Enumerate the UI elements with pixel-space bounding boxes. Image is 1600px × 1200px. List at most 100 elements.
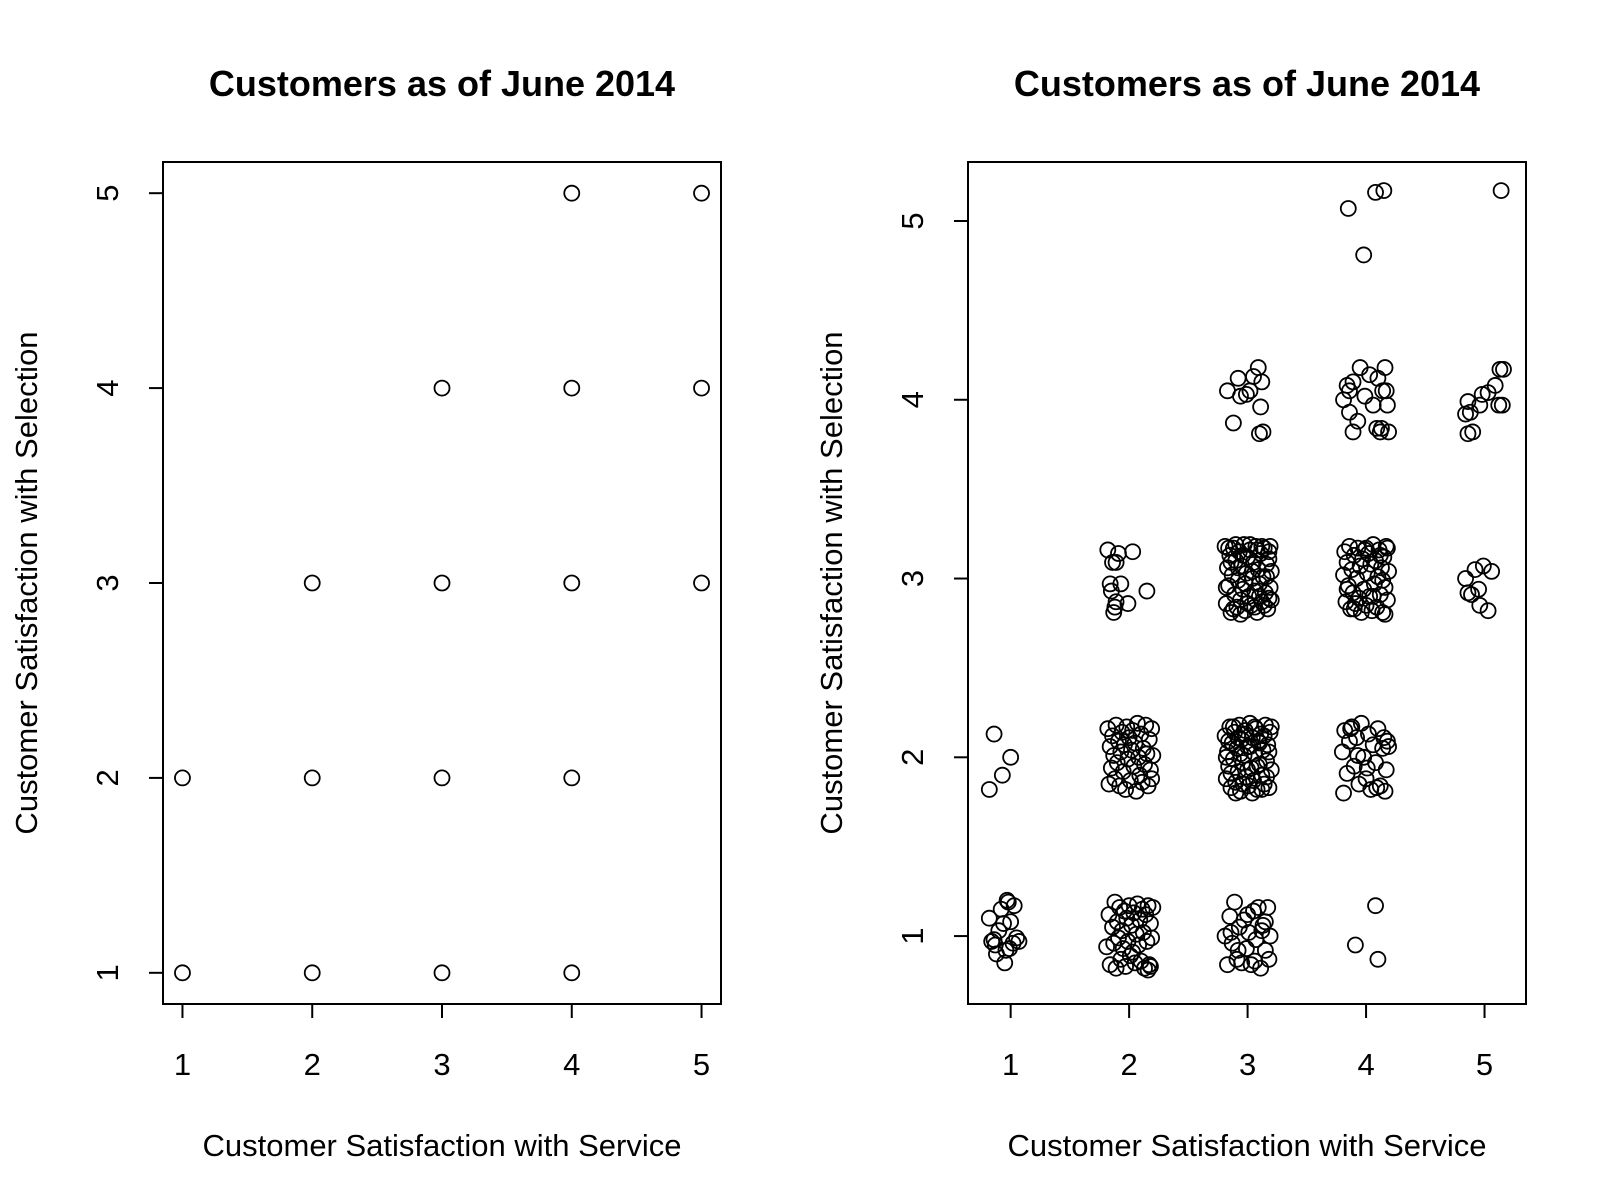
data-point (563, 574, 581, 592)
data-point (1259, 899, 1277, 916)
data-point (1376, 579, 1394, 596)
data-point (1101, 575, 1119, 593)
data-point (563, 379, 581, 397)
data-point (1251, 588, 1268, 605)
x-tick-label: 3 (1239, 1047, 1256, 1082)
data-point (1490, 396, 1508, 414)
data-point (1357, 770, 1375, 788)
data-point (1260, 543, 1278, 561)
data-point (1360, 725, 1377, 743)
data-point (1364, 588, 1382, 605)
data-point (1259, 736, 1277, 754)
data-point (1344, 423, 1362, 441)
data-point (1349, 539, 1367, 557)
x-tick-label: 4 (1357, 1047, 1374, 1082)
data-point (1479, 602, 1497, 620)
data-point (1253, 922, 1271, 940)
data-point (1459, 393, 1477, 410)
data-point (1483, 562, 1501, 580)
data-point (1333, 743, 1351, 761)
data-point (1140, 731, 1158, 748)
data-point (993, 766, 1011, 784)
data-point (1474, 557, 1492, 575)
data-point (1367, 897, 1384, 915)
data-point (1464, 423, 1482, 441)
data-point (1466, 561, 1484, 578)
data-point (693, 184, 710, 202)
data-point (1222, 924, 1240, 941)
data-point (1131, 766, 1149, 784)
data-point (995, 915, 1012, 932)
data-point (1242, 956, 1260, 974)
x-tick-label: 5 (1476, 1047, 1493, 1082)
data-point (1243, 562, 1261, 580)
data-point (1471, 596, 1489, 614)
data-point (1246, 598, 1264, 616)
data-point (1493, 396, 1511, 414)
data-point (1138, 582, 1156, 600)
data-point (1470, 580, 1488, 598)
data-point (433, 964, 451, 982)
y-tick-label: 4 (895, 391, 930, 408)
x-tick-label: 5 (693, 1047, 710, 1082)
x-axis-label: Customer Satisfaction with Service (1008, 1128, 1487, 1163)
data-point (1356, 387, 1374, 405)
data-point (1376, 605, 1394, 623)
data-point (1362, 555, 1380, 573)
x-tick-label: 1 (1002, 1047, 1019, 1082)
data-point (1129, 714, 1146, 732)
data-point (1486, 377, 1504, 394)
data-point (1253, 373, 1271, 391)
right-jittered-scatter-plot: Customers as of June 2014 1 2 3 4 5 Customer S… (814, 63, 1527, 1163)
y-tick-label: 5 (895, 212, 930, 229)
data-point (1002, 748, 1020, 766)
data-point (1252, 398, 1270, 416)
data-point (1338, 580, 1356, 598)
data-point (1347, 936, 1364, 954)
data-point (1258, 752, 1275, 770)
data-point (980, 781, 998, 798)
data-point (1115, 902, 1133, 920)
data-point (1260, 950, 1278, 968)
data-point (1369, 720, 1387, 738)
y-axis-label: Customer Satisfaction with Selection (9, 331, 44, 834)
data-point (303, 769, 321, 787)
data-point (1471, 396, 1489, 414)
data-point (1259, 600, 1277, 618)
data-point (1374, 571, 1392, 589)
data-point (1129, 895, 1146, 913)
data-point (1107, 554, 1125, 571)
data-point (1229, 941, 1247, 959)
data-point (1375, 729, 1393, 747)
data-point (1106, 598, 1124, 616)
data-point (1260, 743, 1278, 761)
data-point (1142, 958, 1159, 975)
data-point (1361, 366, 1379, 384)
data-point (1138, 933, 1156, 950)
data-point (1144, 747, 1162, 764)
data-point (1377, 382, 1395, 400)
data-point (1380, 738, 1397, 755)
y-tick-label: 2 (895, 749, 930, 766)
data-point (303, 574, 321, 592)
data-point (563, 964, 581, 982)
x-tick-label: 1 (174, 1047, 191, 1082)
data-point (1343, 718, 1361, 736)
data-point (174, 964, 191, 982)
y-tick-label: 5 (90, 185, 125, 202)
y-tick-label: 3 (90, 574, 125, 591)
chart-title: Customers as of June 2014 (1014, 63, 1480, 104)
data-point (1143, 720, 1161, 738)
data-point (1256, 913, 1274, 931)
y-tick-label: 1 (895, 927, 930, 944)
data-point (1491, 360, 1509, 378)
data-point (1457, 570, 1474, 587)
data-point (1355, 246, 1373, 264)
data-point (1222, 764, 1240, 782)
data-point (1349, 412, 1367, 430)
x-tick-label: 2 (304, 1047, 321, 1082)
data-point (1248, 541, 1266, 559)
data-point (1238, 385, 1255, 403)
data-point (1261, 579, 1279, 596)
